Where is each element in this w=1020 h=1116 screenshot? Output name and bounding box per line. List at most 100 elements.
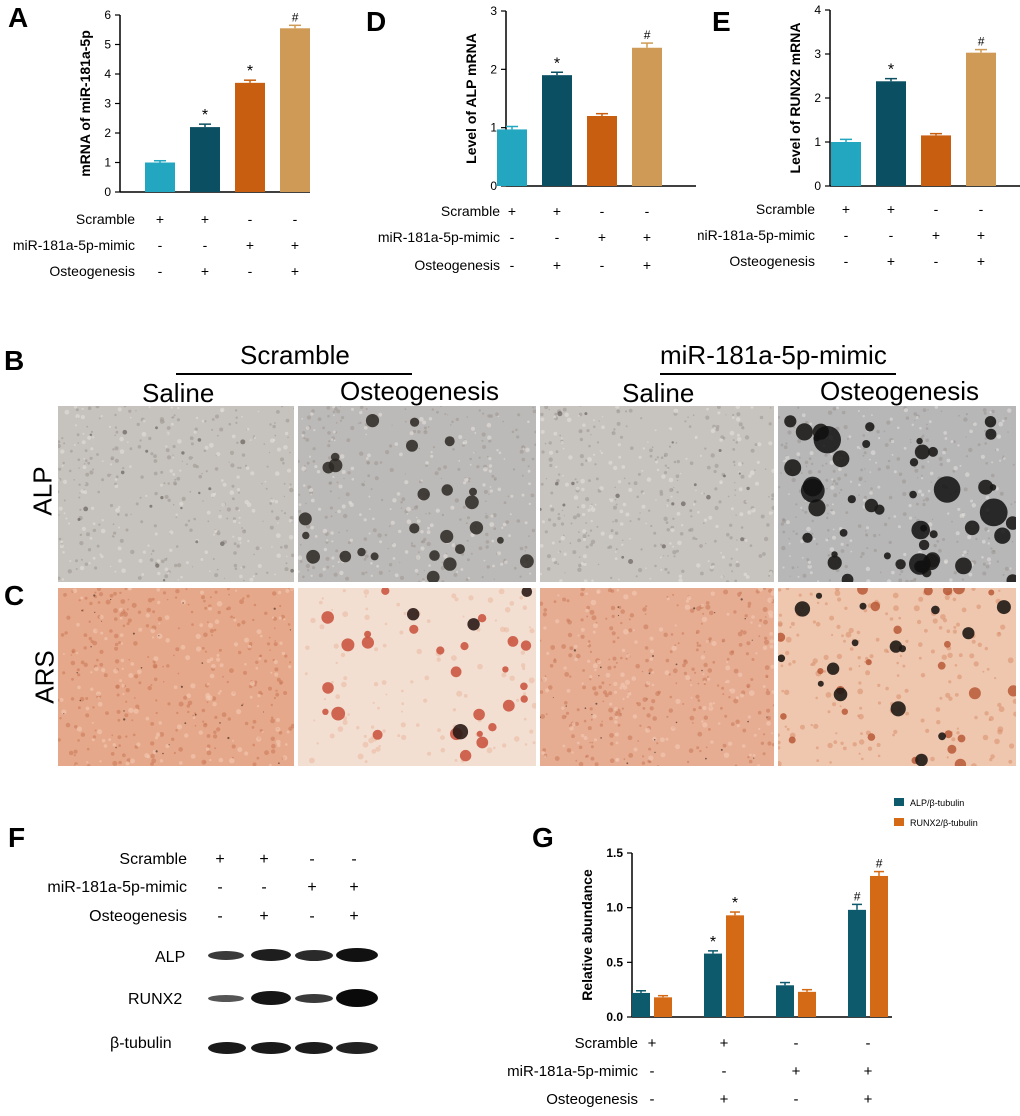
texture-dot: [540, 412, 544, 417]
texture-dot: [641, 761, 646, 765]
texture-dot: [343, 676, 348, 681]
condition-label-d: Osteogenesis: [414, 257, 500, 273]
texture-dot: [187, 710, 190, 714]
texture-dot: [531, 528, 536, 533]
texture-dot: [76, 726, 82, 732]
texture-dot: [613, 681, 618, 687]
texture-dot: [456, 570, 459, 573]
texture-dot: [190, 442, 194, 446]
texture-dot: [258, 657, 261, 660]
texture-dot: [738, 672, 743, 677]
texture-dot: [228, 422, 232, 426]
texture-dot: [778, 746, 781, 750]
texture-dot: [562, 407, 567, 412]
texture-dot: [571, 751, 574, 754]
bar-g-alp-1: [632, 992, 650, 1017]
texture-dot: [896, 694, 902, 700]
texture-dot: [378, 744, 381, 748]
texture-dot: [758, 727, 761, 731]
texture-dot: [211, 664, 216, 669]
texture-dot: [544, 755, 547, 758]
texture-dot: [564, 701, 568, 705]
texture-dot: [262, 520, 264, 522]
texture-dot: [772, 704, 774, 707]
texture-dot: [952, 440, 956, 444]
texture-dot: [742, 630, 747, 635]
texture-dot: [668, 708, 673, 713]
texture-dot: [628, 753, 634, 758]
texture-dot: [988, 589, 995, 596]
texture-dot: [645, 727, 651, 733]
texture-dot: [260, 692, 264, 695]
texture-dot: [1004, 417, 1008, 420]
bar-d-4: [632, 47, 662, 186]
texture-dot: [762, 752, 766, 756]
texture-dot: [97, 696, 100, 700]
texture-dot: [313, 719, 316, 722]
condition-sign-e: -: [934, 253, 939, 269]
texture-dot: [392, 557, 396, 560]
texture-dot: [578, 429, 583, 434]
texture-dot: [729, 523, 733, 527]
texture-dot: [153, 524, 157, 528]
texture-dot: [62, 461, 65, 465]
texture-dot: [795, 532, 798, 536]
texture-dot: [974, 715, 978, 720]
texture-dot: [347, 471, 351, 475]
texture-dot: [310, 498, 315, 503]
texture-dot: [342, 719, 348, 725]
texture-dot: [137, 669, 142, 675]
texture-dot: [280, 546, 283, 549]
texture-dot: [403, 611, 407, 616]
texture-dot: [971, 763, 977, 766]
texture-dot: [771, 493, 774, 498]
texture-dot: [485, 545, 489, 549]
texture-dot: [201, 662, 204, 664]
texture-dot: [73, 479, 75, 481]
texture-dot: [695, 537, 698, 541]
texture-dot: [519, 546, 524, 551]
texture-dot: [166, 426, 171, 430]
texture-dot: [736, 724, 740, 728]
texture-dot: [703, 682, 706, 686]
texture-dot: [528, 502, 531, 506]
texture-dot: [866, 547, 869, 550]
band-alp-1: [208, 951, 244, 960]
texture-dot: [185, 561, 189, 565]
texture-dot: [636, 702, 641, 707]
texture-dot: [156, 559, 161, 563]
texture-dot: [585, 545, 589, 549]
texture-dot: [236, 544, 240, 548]
texture-dot: [282, 461, 285, 465]
texture-dot: [674, 624, 677, 627]
bar-g-alp-4: [848, 909, 866, 1017]
texture-dot: [944, 437, 948, 440]
condition-sign-e: -: [844, 227, 849, 243]
texture-dot: [664, 464, 667, 467]
texture-dot: [871, 414, 873, 417]
texture-dot: [581, 487, 585, 492]
texture-dot: [114, 646, 119, 651]
texture-dot: [608, 545, 613, 549]
texture-dot: [623, 594, 629, 600]
texture-dot: [128, 707, 134, 714]
texture-dot: [609, 683, 611, 686]
texture-dot: [509, 601, 515, 606]
texture-dot: [164, 567, 169, 572]
texture-dot: [476, 736, 489, 749]
texture-dot: [82, 465, 87, 470]
texture-dot: [622, 539, 624, 542]
texture-dot: [735, 514, 737, 516]
texture-dot: [364, 760, 368, 764]
texture-dot: [590, 519, 593, 523]
texture-dot: [157, 616, 163, 622]
texture-dot: [650, 649, 654, 654]
texture-dot: [977, 482, 980, 484]
texture-dot: [544, 442, 547, 445]
texture-dot: [994, 738, 1000, 745]
texture-dot: [710, 453, 715, 458]
texture-dot: [832, 702, 837, 707]
texture-dot: [184, 722, 187, 725]
texture-dot: [857, 588, 868, 595]
texture-dot: [98, 523, 101, 526]
